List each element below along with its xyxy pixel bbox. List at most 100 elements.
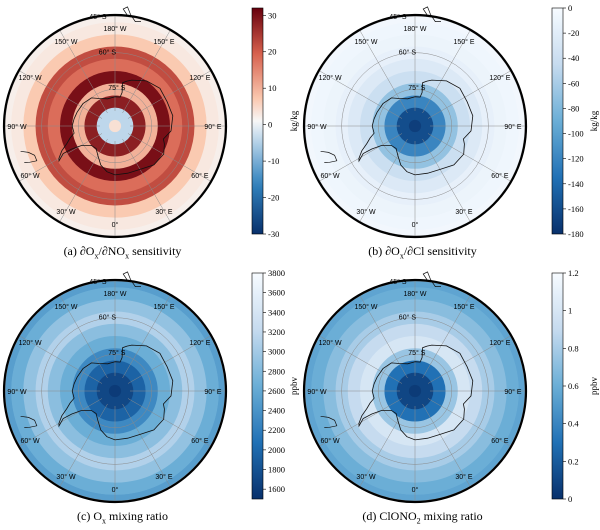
- colorbar-tick-label: 2000: [268, 445, 285, 455]
- antarctica-coastline: [58, 344, 174, 441]
- lon-tick-label: 180° W: [103, 290, 126, 298]
- colorbar-tick-label: 3400: [268, 307, 285, 317]
- lat-tick-label: 60° S: [99, 313, 117, 321]
- colorbar: [251, 272, 264, 500]
- lon-tick-label: 0°: [112, 221, 119, 229]
- colorbar-tick-label: -160: [568, 204, 584, 214]
- meridian-gridline: [422, 295, 471, 379]
- lat-tick-label: 60° S: [399, 313, 417, 321]
- colorbar-tick-label: 10: [268, 83, 277, 93]
- antarctica-coastline: [58, 79, 174, 176]
- map-border: [302, 278, 528, 504]
- meridian-gridline: [359, 403, 408, 487]
- map-border: [2, 13, 228, 239]
- meridian-gridline: [19, 70, 103, 119]
- colorbar-tick-label: 2600: [268, 386, 285, 396]
- lon-tick-label: 60° E: [491, 437, 509, 445]
- meridian-gridline: [127, 335, 211, 384]
- colorbar-tick-label: -100: [568, 129, 584, 139]
- colorbar-label: ppbv: [289, 377, 299, 396]
- colorbar-label: kg/kg: [289, 110, 299, 131]
- lat-tick-label: 60° S: [99, 48, 117, 56]
- panel-c: 180° W 150° W 120° W 90° W 60° W 30° W 0° 30° E…: [0, 265, 300, 530]
- colorbar-tick-label: 0.4: [568, 419, 579, 429]
- meridian-gridline: [427, 398, 511, 447]
- lon-tick-label: 30° E: [455, 473, 473, 481]
- lon-tick-label: 90° E: [504, 388, 522, 396]
- lon-tick-label: 60° W: [321, 437, 341, 445]
- polar-map-c: 180° W 150° W 120° W 90° W 60° W 30° W 0° 30° E…: [2, 268, 299, 504]
- lon-tick-label: 150° W: [354, 38, 377, 46]
- colorbar-tick-label: 2800: [268, 366, 285, 376]
- lat-tick-label: 75° S: [108, 349, 126, 357]
- meridian-gridline: [59, 138, 108, 222]
- colorbar-tick-label: 1.2: [568, 268, 579, 278]
- polar-map-a: 180° W 150° W 120° W 90° W 60° W 30° W 0° 30° E…: [2, 6, 299, 239]
- lon-tick-label: 90° W: [307, 123, 327, 131]
- lon-tick-label: 0°: [112, 486, 119, 494]
- colorbar: [551, 272, 564, 500]
- colorbar-tick-label: -180: [568, 229, 584, 239]
- meridian-gridline: [122, 403, 171, 487]
- colorbar-tick-label: -10: [268, 156, 279, 166]
- lon-tick-label: 60° E: [191, 437, 209, 445]
- colorbar-tick-label: 3000: [268, 347, 285, 357]
- meridian-gridline: [127, 133, 211, 182]
- lon-tick-label: 90° W: [307, 388, 327, 396]
- meridian-gridline: [422, 403, 471, 487]
- lon-tick-label: 120° E: [189, 74, 210, 82]
- colorbar-tick-label: -60: [568, 78, 579, 88]
- lon-tick-label: 180° W: [103, 25, 126, 33]
- colorbar-tick-label: 1: [568, 306, 572, 316]
- colorbar-tick-label: 0.6: [568, 381, 579, 391]
- colorbar-tick-label: 1800: [268, 465, 285, 475]
- colorbar-tick-label: 0.2: [568, 456, 579, 466]
- lon-tick-label: 30° W: [356, 473, 376, 481]
- lat-tick-label: 75° S: [408, 84, 426, 92]
- colorbar-tick-label: 1600: [268, 484, 285, 494]
- lat-tick-label: 75° S: [108, 84, 126, 92]
- meridian-gridline: [122, 138, 171, 222]
- colorbar-tick-label: -20: [268, 193, 279, 203]
- lon-tick-label: 0°: [412, 486, 419, 494]
- south-america-coastline: [20, 150, 38, 163]
- data-field: [305, 16, 525, 236]
- data-field: [5, 16, 225, 236]
- lon-tick-label: 30° E: [155, 208, 173, 216]
- meridian-gridline: [427, 335, 511, 384]
- lon-tick-label: 150° E: [153, 38, 174, 46]
- colorbar-tick-label: -30: [268, 229, 279, 239]
- lat-tick-label: 45° S: [389, 278, 407, 286]
- colorbar-tick-label: 0.8: [568, 343, 579, 353]
- lon-tick-label: 90° E: [204, 388, 222, 396]
- data-field: [305, 281, 525, 501]
- lon-tick-label: 60° W: [321, 172, 341, 180]
- meridian-gridline: [59, 30, 108, 114]
- caption-d: (d) ClONO2 mixing ratio: [362, 509, 483, 526]
- lon-tick-label: 60° W: [21, 437, 41, 445]
- colorbar-tick-label: 3600: [268, 288, 285, 298]
- lon-tick-label: 60° E: [191, 172, 209, 180]
- colorbar-tick-label: 3800: [268, 268, 285, 278]
- colorbar: [551, 7, 564, 235]
- lon-tick-label: 120° W: [19, 339, 42, 347]
- lon-tick-label: 150° E: [453, 38, 474, 46]
- lat-tick-label: 45° S: [389, 13, 407, 21]
- lon-tick-label: 90° W: [7, 123, 27, 131]
- colorbar-tick-label: 20: [268, 47, 277, 57]
- colorbar-tick-label: -80: [568, 103, 579, 113]
- south-america-coastline: [320, 415, 338, 428]
- meridian-gridline: [127, 398, 211, 447]
- meridian-gridline: [427, 70, 511, 119]
- meridian-gridline: [422, 30, 471, 114]
- colorbar-tick-label: 2200: [268, 425, 285, 435]
- meridian-gridline: [319, 70, 403, 119]
- map-border: [302, 13, 528, 239]
- colorbar-tick-label: 2400: [268, 406, 285, 416]
- lat-tick-label: 75° S: [408, 349, 426, 357]
- colorbar-tick-label: -20: [568, 28, 579, 38]
- lon-tick-label: 150° W: [54, 38, 77, 46]
- meridian-gridline: [422, 138, 471, 222]
- lon-tick-label: 30° W: [56, 208, 76, 216]
- meridian-gridline: [59, 295, 108, 379]
